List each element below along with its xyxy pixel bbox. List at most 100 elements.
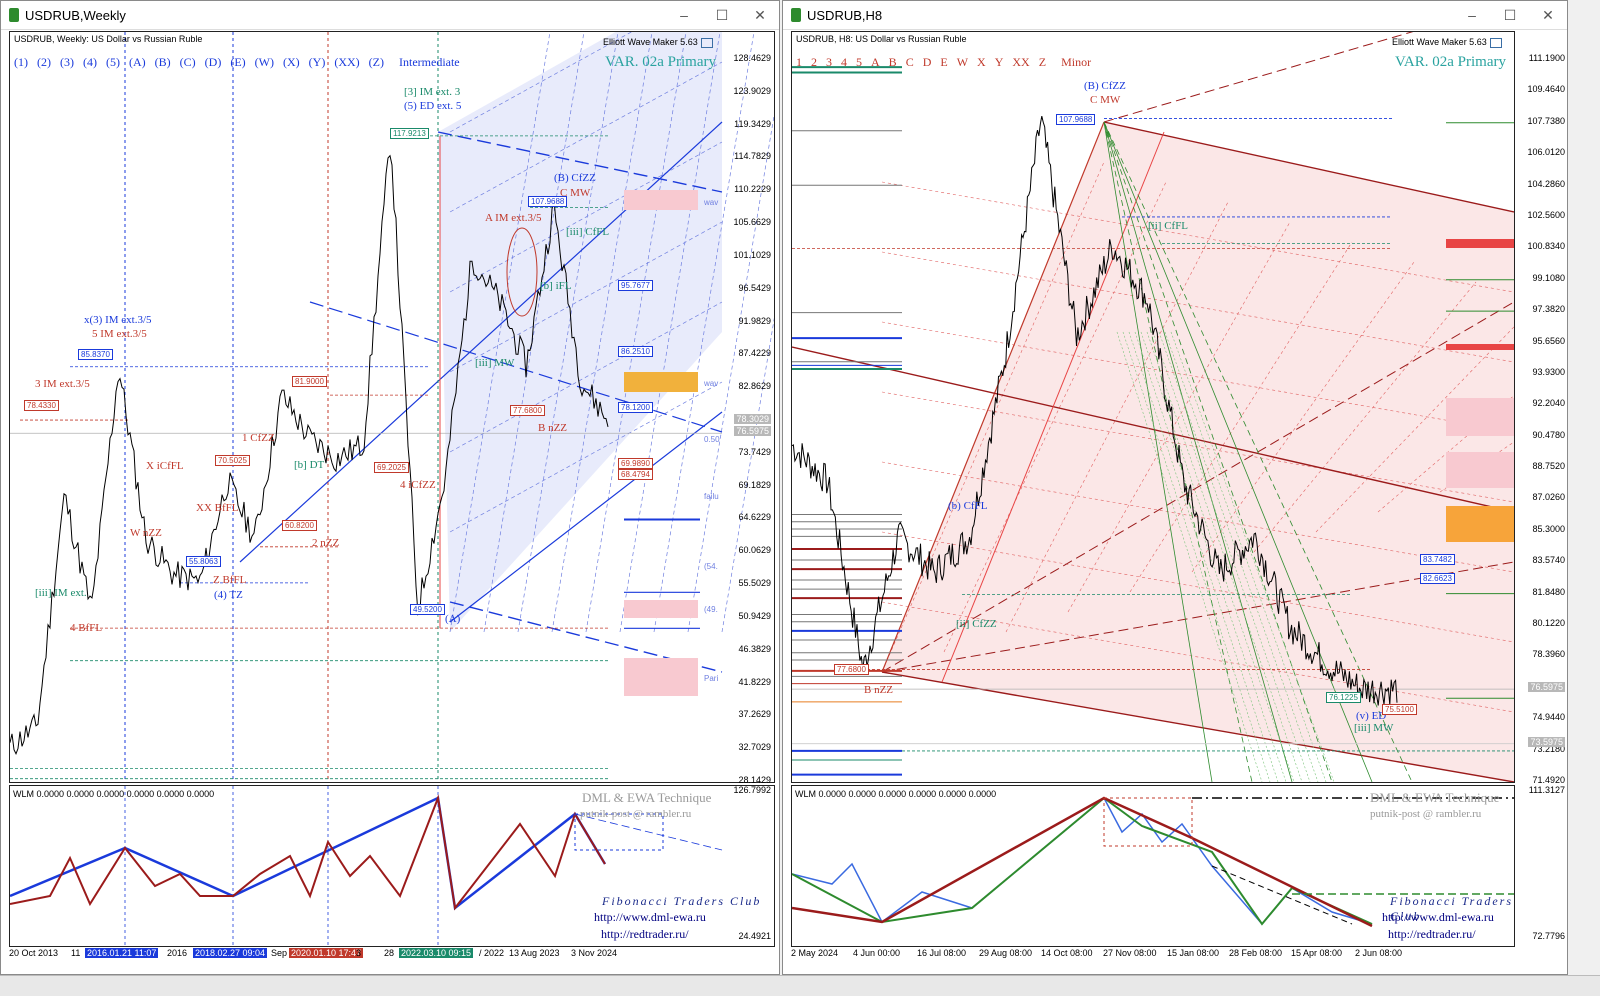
wave-button[interactable]: (3) (60, 55, 74, 69)
wave-button[interactable]: (E) (230, 55, 246, 69)
target-zone-lower (624, 600, 698, 618)
price-tag: 77.6800 (510, 405, 545, 416)
green-fib-line (1122, 331, 1271, 782)
wave-button[interactable]: (B) (154, 55, 171, 69)
fib-grid-line (881, 601, 1514, 713)
wave-label: (B) CfZZ (554, 172, 596, 184)
time-axis-tick: 28 Feb 08:00 (1229, 948, 1283, 958)
wave-label: [iii] MW (1354, 722, 1394, 734)
redtrader-url-link[interactable]: http://redtrader.ru/ (601, 927, 689, 941)
degree-label[interactable]: Intermediate (399, 55, 460, 69)
wave-button[interactable]: (5) (106, 55, 120, 69)
price-tag: 95.7677 (618, 280, 653, 291)
price-axis-tick: 128.4629 (733, 53, 771, 63)
price-axis-tick: 92.2040 (1532, 398, 1565, 409)
price-tag: 86.2510 (618, 346, 653, 357)
terminal-tabs-bar[interactable] (0, 975, 1600, 996)
h8-time-axis: 2 May 2024 4 Jun 00:00 16 Jul 08:00 29 Aug … (791, 948, 1513, 962)
target-zone-red-2 (1446, 344, 1514, 350)
price-axis-tick: 81.8480 (1532, 586, 1565, 597)
ewm-toggle-icon[interactable] (700, 37, 713, 48)
wave-label: C MW (560, 187, 591, 199)
wave-button[interactable]: B (888, 55, 897, 69)
time-axis-tick: 3 Nov 2024 (571, 948, 618, 958)
wave-button[interactable]: (1) (14, 55, 28, 69)
price-axis-tick: 110.2229 (734, 184, 771, 195)
wave-button[interactable]: Z (1038, 55, 1047, 69)
dashed-trend-2 (881, 561, 1514, 673)
wave-button[interactable]: (C) (179, 55, 196, 69)
maximize-icon[interactable]: ☐ (715, 6, 729, 23)
wave-button[interactable]: E (940, 55, 948, 69)
trend-line-lower (449, 411, 723, 623)
wave-button[interactable]: X (977, 55, 986, 69)
fib-fan-line (653, 32, 755, 633)
price-axis-tick: 73.2180 (1532, 743, 1565, 754)
time-axis-tick: 14 Oct 08:00 (1041, 948, 1093, 958)
h8-window-titlebar[interactable]: USDRUB,H8 – ☐ ✕ (783, 1, 1567, 30)
wlm-axis-tick: 111.3127 (1528, 785, 1565, 795)
wave-button[interactable]: 2 (811, 55, 817, 69)
wave-button[interactable]: 1 (796, 55, 802, 69)
ewm-toggle-icon[interactable] (1489, 37, 1502, 48)
wave-button[interactable]: 3 (826, 55, 832, 69)
dml-url-link[interactable]: http://www.dml-ewa.ru (594, 910, 706, 924)
weekly-wlm-axis: 126.7992 24.4921 (719, 785, 771, 945)
wave-button[interactable]: D (922, 55, 932, 69)
wave-button[interactable]: 5 (856, 55, 862, 69)
price-axis-tick: 97.3820 (1532, 304, 1565, 315)
price-axis-tick: 64.6229 (738, 512, 771, 523)
price-axis-tick: 69.1829 (738, 479, 771, 490)
weekly-main-chart[interactable]: USDRUB, Weekly: US Dollar vs Russian Rub… (9, 31, 775, 783)
price-tag: 78.4330 (24, 400, 59, 411)
dml-ewa-label: DML & EWA Technique (582, 790, 712, 805)
fib-fan-line (585, 32, 687, 633)
time-axis-tick: 15 Apr 08:00 (1291, 948, 1343, 958)
dml-url-link[interactable]: http://www.dml-ewa.ru (1382, 910, 1494, 924)
wave-button[interactable]: A (871, 55, 880, 69)
wave-button[interactable]: 4 (841, 55, 847, 69)
weekly-wlm-subwindow[interactable]: WLM 0.0000 0.0000 0.0000 0.0000 0.0000 0… (9, 785, 775, 947)
maximize-icon[interactable]: ☐ (1503, 6, 1517, 23)
wave-label: (4) TZ (214, 589, 243, 601)
weekly-window-titlebar[interactable]: USDRUB,Weekly – ☐ ✕ (1, 1, 779, 30)
redtrader-url-link[interactable]: http://redtrader.ru/ (1388, 927, 1476, 941)
h8-wlm-subwindow[interactable]: WLM 0.0000 0.0000 0.0000 0.0000 0.0000 0… (791, 785, 1515, 947)
time-axis-tick: 2020.01.10 17:47 (289, 948, 364, 958)
wave-button[interactable]: Y (994, 55, 1004, 69)
price-axis-tick: 99.1080 (1532, 272, 1565, 283)
wave-button[interactable]: W (956, 55, 969, 69)
price-tag: 75.5100 (1382, 704, 1417, 715)
h8-price-canvas (792, 32, 1514, 782)
wave-button[interactable]: (Y) (308, 55, 326, 69)
time-axis-tick: 27 Nov 08:00 (1103, 948, 1157, 958)
price-axis-tick: 46.3829 (738, 643, 771, 654)
price-series-line (792, 115, 1398, 706)
wave-button[interactable]: (2) (37, 55, 51, 69)
fib-fan-line (517, 32, 619, 633)
wave-button[interactable]: C (905, 55, 914, 69)
dashed-projection-1 (437, 131, 723, 193)
wave-button[interactable]: (XX) (334, 55, 360, 69)
wave-button[interactable]: (A) (129, 55, 146, 69)
fib-fan-line (721, 317, 774, 633)
wave-button[interactable]: (D) (204, 55, 222, 69)
minimize-icon[interactable]: – (1468, 7, 1476, 23)
close-icon[interactable]: ✕ (754, 6, 766, 23)
wave-button[interactable]: (Z) (368, 55, 384, 69)
h8-main-chart[interactable]: USDRUB, H8: US Dollar vs Russian Ruble E… (791, 31, 1515, 783)
price-axis-tick: 82.8629 (738, 381, 771, 392)
wave-button[interactable]: (W) (254, 55, 274, 69)
close-icon[interactable]: ✕ (1542, 6, 1554, 23)
target-zone-red-1 (1446, 239, 1514, 248)
wave-button[interactable]: XX (1012, 55, 1030, 69)
chart-app-icon (791, 8, 801, 22)
target-zone-bottom (624, 658, 698, 696)
wave-button[interactable]: (X) (283, 55, 300, 69)
weekly-time-axis: 20 Oct 2013 11 2016.01.21 11:07 2016 2018.02… (9, 948, 773, 962)
minimize-icon[interactable]: – (680, 7, 688, 23)
degree-label[interactable]: Minor (1061, 55, 1092, 69)
price-tag: 78.1200 (618, 402, 653, 413)
wave-button[interactable]: (4) (83, 55, 97, 69)
channel-fill (438, 32, 722, 632)
